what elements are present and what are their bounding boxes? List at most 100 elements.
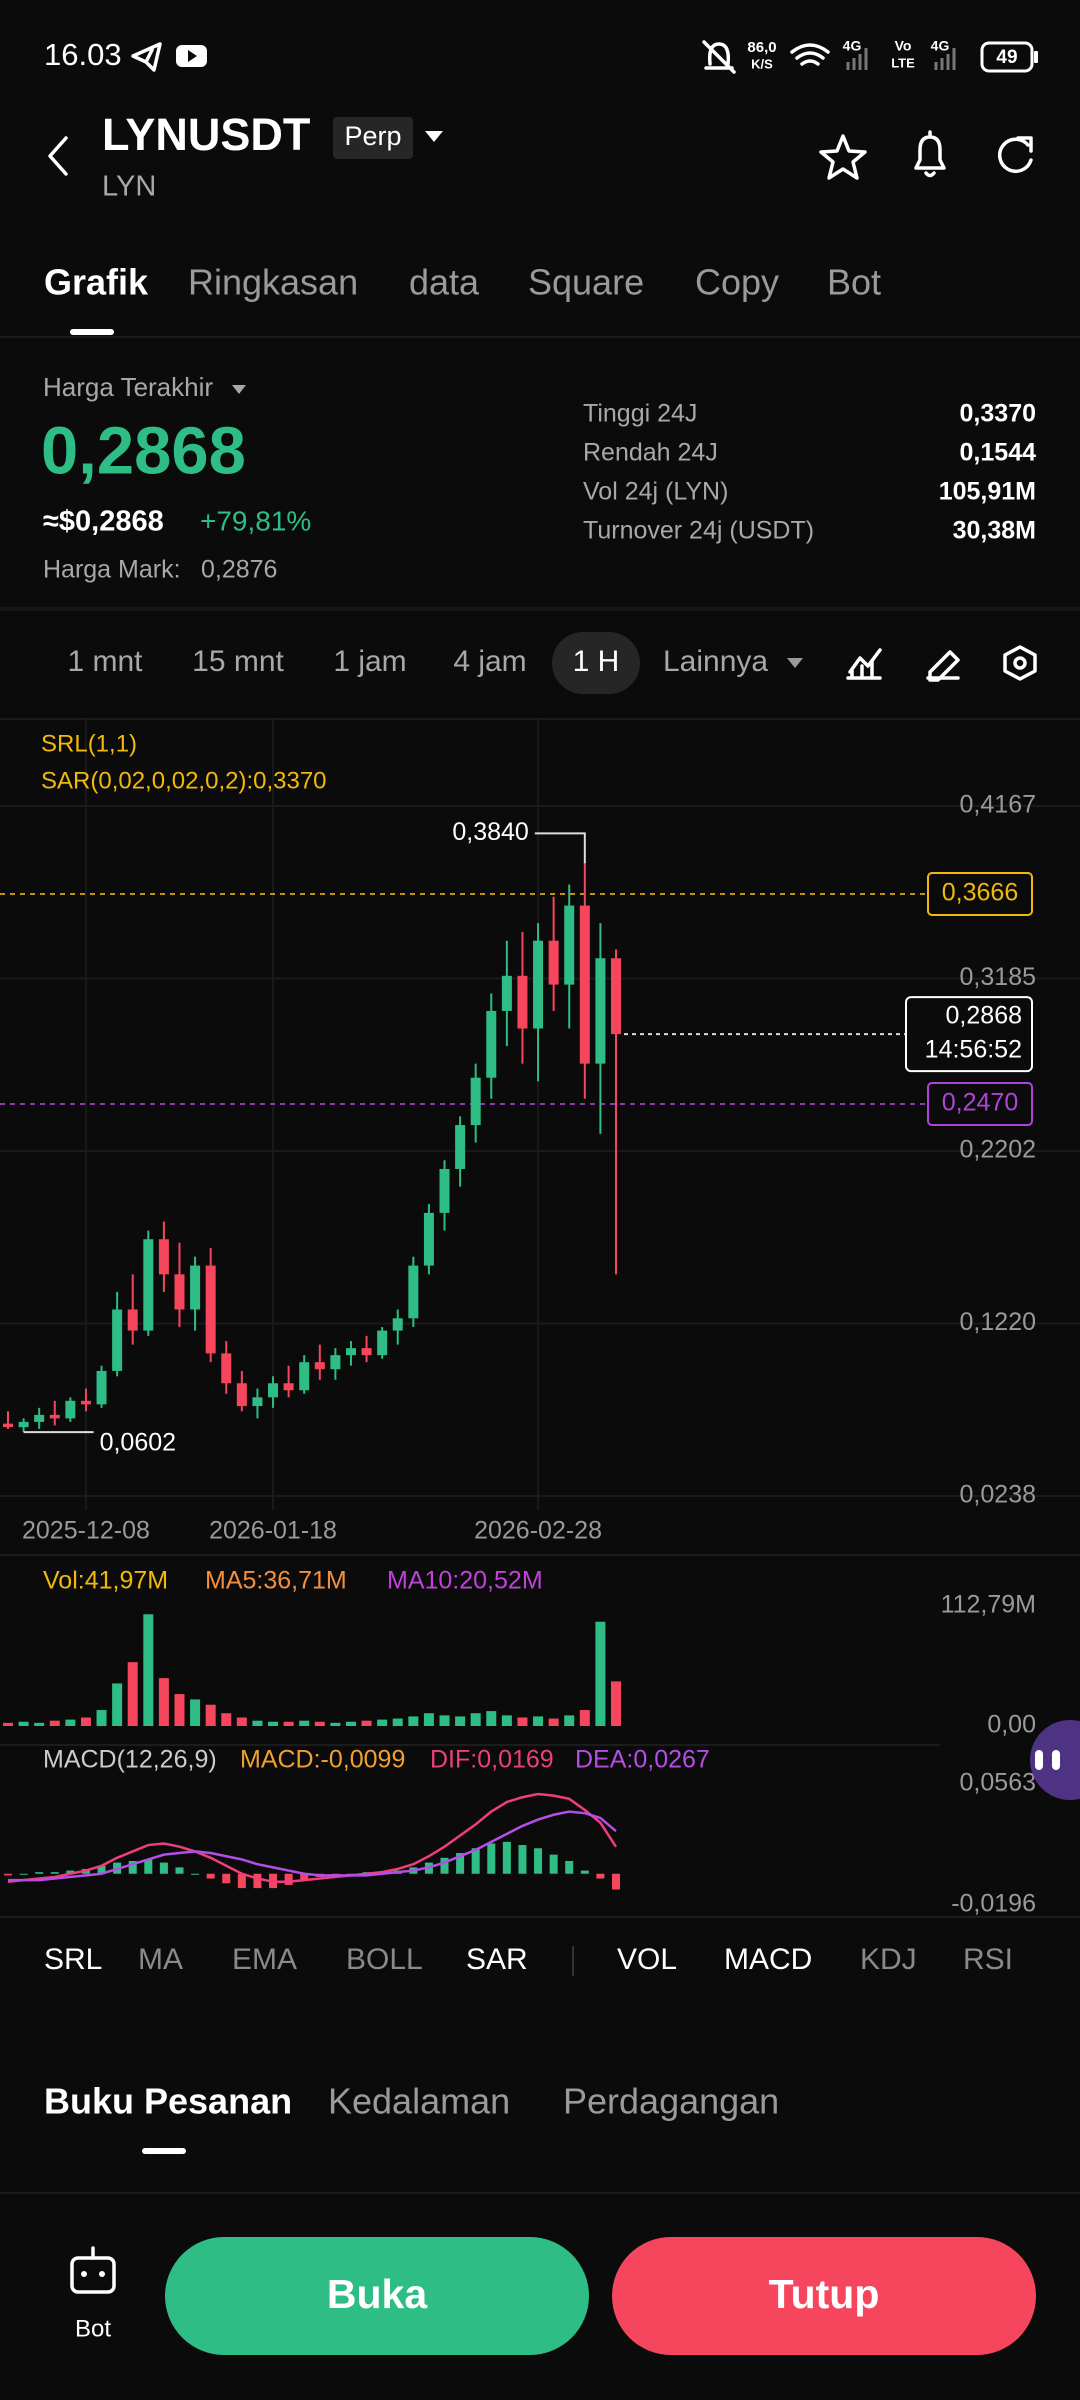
macd-bar: [35, 1872, 44, 1874]
timeframe[interactable]: 4 jam: [453, 645, 526, 678]
legend-entry: DIF:0,0169: [430, 1746, 554, 1774]
macd-bar: [471, 1848, 480, 1874]
stat-label: Tinggi 24J: [583, 400, 697, 428]
symbol-dropdown[interactable]: [425, 131, 443, 142]
timeframe[interactable]: 15 mnt: [192, 645, 284, 678]
price-tag-label: 0,3666: [942, 879, 1018, 907]
macd-bar: [97, 1865, 106, 1874]
telegram-icon: [131, 42, 162, 72]
tab[interactable]: Bot: [827, 262, 881, 303]
volume-bar: [314, 1721, 325, 1726]
timeframe[interactable]: Lainnya: [663, 645, 768, 678]
draw-button[interactable]: [926, 650, 960, 682]
candle-body: [158, 1239, 169, 1275]
perp-label: Perp: [344, 121, 401, 151]
usd-price: ≈$0,2868: [43, 506, 164, 538]
last-price: 0,2868: [41, 414, 246, 489]
net-unit: K/S: [751, 56, 773, 71]
more-dropdown[interactable]: [787, 658, 803, 668]
indicator[interactable]: EMA: [232, 1943, 297, 1976]
candle-body: [486, 1010, 497, 1078]
ticker-stats: Tinggi 24J 0,3370 Rendah 24J 0,1544 Vol 24j …: [583, 400, 1036, 545]
volume-bar: [564, 1715, 575, 1726]
candle-body: [595, 958, 606, 1064]
macd-bar: [191, 1873, 200, 1875]
indicator[interactable]: VOL: [617, 1943, 677, 1976]
countdown: 14:56:52: [925, 1036, 1022, 1064]
bot-label[interactable]: Bot: [75, 2315, 111, 2342]
timeframe[interactable]: 1 H: [573, 645, 620, 678]
indicator[interactable]: SAR: [466, 1943, 528, 1976]
assistant-eye: [1052, 1750, 1060, 1770]
candle-body: [455, 1125, 466, 1170]
volume-bar: [236, 1717, 247, 1726]
back-button[interactable]: [48, 136, 68, 176]
candle-body: [252, 1397, 263, 1407]
tab[interactable]: Ringkasan: [188, 262, 358, 303]
tab[interactable]: data: [409, 262, 480, 303]
favorite-button[interactable]: [819, 134, 867, 180]
order-tab[interactable]: Kedalaman: [328, 2081, 510, 2122]
indicator[interactable]: BOLL: [346, 1943, 423, 1976]
wifi-icon: [790, 43, 830, 66]
volume-bar: [439, 1715, 450, 1726]
close-button[interactable]: [612, 2237, 1036, 2355]
volume-bar: [158, 1678, 169, 1726]
volume-bar: [34, 1722, 45, 1726]
signal-2: 4G: [931, 38, 950, 54]
volume-bar: [96, 1710, 107, 1726]
tab[interactable]: Grafik: [44, 262, 149, 303]
tab[interactable]: Copy: [695, 262, 779, 303]
volume-bar: [595, 1621, 606, 1726]
macd-bar: [487, 1843, 496, 1874]
macd-bar: [206, 1873, 215, 1879]
volume-bar: [299, 1720, 310, 1726]
timeframe[interactable]: 1 mnt: [67, 645, 143, 678]
volume-bar: [143, 1614, 154, 1726]
stat-value: 105,91M: [939, 478, 1036, 506]
legend-entry: MA5:36,71M: [205, 1567, 347, 1595]
candle-body: [268, 1383, 279, 1398]
volume-bar: [361, 1720, 372, 1726]
tab[interactable]: Square: [528, 262, 644, 303]
x-tick-label: 2026-01-18: [209, 1517, 337, 1545]
y-tick-label: 0,4167: [960, 791, 1036, 819]
volume-bar: [268, 1721, 279, 1726]
close-label[interactable]: Tutup: [769, 2271, 880, 2317]
candle-body: [205, 1265, 216, 1354]
alert-button[interactable]: [914, 130, 946, 178]
indicator[interactable]: MACD: [724, 1943, 812, 1976]
candle-body: [439, 1169, 450, 1213]
order-tab[interactable]: Buku Pesanan: [44, 2081, 292, 2122]
candle-body: [361, 1348, 372, 1356]
candle-body: [392, 1318, 403, 1331]
candle-body: [548, 940, 559, 985]
indicator[interactable]: RSI: [963, 1943, 1013, 1976]
indicator-title: SRL(1,1): [41, 730, 137, 757]
symbol[interactable]: LYNUSDT: [102, 109, 310, 160]
indicator[interactable]: SRL: [44, 1943, 102, 1976]
bot-eye: [81, 2271, 87, 2277]
order-tab[interactable]: Perdagangan: [563, 2081, 779, 2122]
timeframe[interactable]: 1 jam: [333, 645, 406, 678]
indicator[interactable]: KDJ: [860, 1943, 917, 1976]
volume-bar: [392, 1718, 403, 1726]
open-label[interactable]: Buka: [327, 2271, 428, 2317]
settings-button[interactable]: [1003, 645, 1037, 681]
last-price-dropdown[interactable]: [232, 385, 246, 394]
order-tab-underline: [142, 2148, 186, 2154]
last-price-label[interactable]: Harga Terakhir: [43, 372, 213, 402]
macd-bar: [4, 1873, 12, 1876]
refresh-button[interactable]: [997, 136, 1033, 173]
youtube-play: [188, 50, 197, 62]
macd-bar: [549, 1854, 558, 1874]
volume-bar: [611, 1681, 621, 1726]
candle-body: [501, 975, 512, 1011]
indicator-button[interactable]: [846, 648, 882, 680]
indicator[interactable]: MA: [138, 1943, 183, 1976]
volume-bar: [377, 1719, 388, 1726]
macd-bar: [66, 1870, 75, 1874]
candle-body: [611, 958, 621, 1035]
open-button[interactable]: [165, 2237, 589, 2355]
